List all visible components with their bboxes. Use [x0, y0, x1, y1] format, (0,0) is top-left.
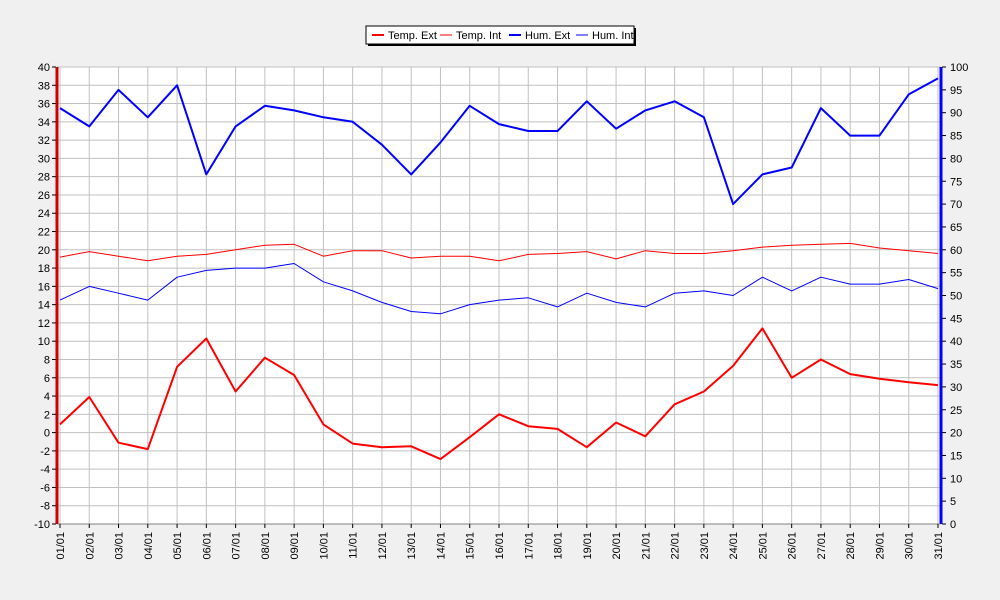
right-tick-label: 5 — [950, 496, 956, 508]
series-line-temp-int — [59, 242, 939, 262]
series-line-hum-int — [59, 263, 939, 315]
x-axis-ticks: 01/01 02/01 03/01 04/01 05/01 06/01 07/01 08/01… — [55, 524, 945, 560]
x-tick-label: 26/01 — [787, 532, 799, 560]
left-tick-label: 10 — [38, 336, 50, 348]
right-tick-label: 30 — [950, 382, 962, 394]
left-tick-label: 16 — [38, 281, 50, 293]
right-axis-ticks: 1009590858075706560555045403530252015105… — [942, 62, 968, 531]
legend: Temp. Ext Temp. Int Hum. Ext Hum. Int — [365, 25, 636, 46]
left-tick-label: 4 — [44, 391, 50, 403]
x-tick-label: 13/01 — [406, 532, 418, 560]
right-tick-label: 70 — [950, 199, 962, 211]
left-tick-label: 0 — [44, 428, 50, 440]
x-tick-label: 12/01 — [377, 532, 389, 560]
left-tick-label: 28 — [38, 172, 50, 184]
left-tick-label: -6 — [40, 482, 50, 494]
right-tick-label: 0 — [950, 519, 956, 531]
x-tick-label: 07/01 — [231, 532, 243, 560]
left-axis-ticks: 4038363432302826242220181614121086420-2-… — [34, 62, 56, 531]
right-tick-label: 55 — [950, 268, 962, 280]
x-tick-label: 18/01 — [553, 532, 565, 560]
legend-label: Hum. Ext — [525, 30, 570, 42]
right-tick-label: 95 — [950, 85, 962, 97]
x-tick-label: 09/01 — [289, 532, 301, 560]
left-tick-label: 6 — [44, 373, 50, 385]
right-tick-label: 85 — [950, 131, 962, 143]
legend-label: Hum. Int — [592, 30, 634, 42]
x-tick-label: 03/01 — [114, 532, 126, 560]
right-tick-label: 100 — [950, 62, 968, 74]
right-tick-label: 40 — [950, 336, 962, 348]
x-tick-label: 23/01 — [699, 532, 711, 560]
x-tick-label: 20/01 — [611, 532, 623, 560]
right-tick-label: 65 — [950, 222, 962, 234]
left-tick-label: 30 — [38, 153, 50, 165]
x-tick-label: 19/01 — [582, 532, 594, 560]
x-tick-label: 29/01 — [874, 532, 886, 560]
series-line-temp-ext — [59, 327, 939, 461]
x-tick-label: 21/01 — [640, 532, 652, 560]
x-tick-label: 04/01 — [143, 532, 155, 560]
x-tick-label: 06/01 — [201, 532, 213, 560]
x-tick-label: 08/01 — [260, 532, 272, 560]
right-tick-label: 15 — [950, 450, 962, 462]
x-tick-label: 27/01 — [816, 532, 828, 560]
left-tick-label: -4 — [40, 464, 50, 476]
right-tick-label: 75 — [950, 176, 962, 188]
right-tick-label: 45 — [950, 313, 962, 325]
x-tick-label: 05/01 — [172, 532, 184, 560]
x-tick-label: 14/01 — [435, 532, 447, 560]
legend-label: Temp. Ext — [388, 30, 437, 42]
x-tick-label: 24/01 — [728, 532, 740, 560]
right-tick-label: 25 — [950, 405, 962, 417]
legend-label: Temp. Int — [456, 30, 501, 42]
series-line-hum-ext — [59, 77, 939, 206]
x-tick-label: 31/01 — [933, 532, 945, 560]
left-tick-label: -8 — [40, 501, 50, 513]
right-tick-label: 10 — [950, 473, 962, 485]
left-tick-label: -2 — [40, 446, 50, 458]
x-tick-label: 02/01 — [84, 532, 96, 560]
left-tick-label: 12 — [38, 318, 50, 330]
left-tick-label: 36 — [38, 99, 50, 111]
x-tick-label: 16/01 — [494, 532, 506, 560]
left-tick-label: 38 — [38, 80, 50, 92]
right-tick-label: 60 — [950, 245, 962, 257]
left-tick-label: 24 — [38, 208, 50, 220]
x-tick-label: 11/01 — [348, 532, 360, 559]
left-tick-label: 20 — [38, 245, 50, 257]
series-lines — [59, 77, 939, 461]
left-tick-label: 22 — [38, 227, 50, 239]
grid — [58, 66, 940, 525]
left-tick-label: 2 — [44, 409, 50, 421]
right-tick-label: 20 — [950, 428, 962, 440]
x-tick-label: 10/01 — [318, 532, 330, 560]
x-tick-label: 15/01 — [465, 532, 477, 560]
x-tick-label: 17/01 — [523, 532, 535, 560]
x-tick-label: 01/01 — [55, 532, 67, 560]
left-tick-label: 8 — [44, 354, 50, 366]
right-tick-label: 35 — [950, 359, 962, 371]
left-tick-label: 26 — [38, 190, 50, 202]
left-tick-label: 40 — [38, 62, 50, 74]
right-tick-label: 50 — [950, 291, 962, 303]
left-tick-label: 34 — [38, 117, 50, 129]
x-tick-label: 28/01 — [845, 532, 857, 560]
x-tick-label: 22/01 — [670, 532, 682, 560]
legend-box — [365, 25, 635, 45]
left-tick-label: 32 — [38, 135, 50, 147]
x-tick-label: 25/01 — [757, 532, 769, 560]
x-tick-label: 30/01 — [904, 532, 916, 560]
right-tick-label: 80 — [950, 153, 962, 165]
right-tick-label: 90 — [950, 108, 962, 120]
left-tick-label: -10 — [34, 519, 50, 531]
left-tick-label: 18 — [38, 263, 50, 275]
left-tick-label: 14 — [38, 300, 50, 312]
